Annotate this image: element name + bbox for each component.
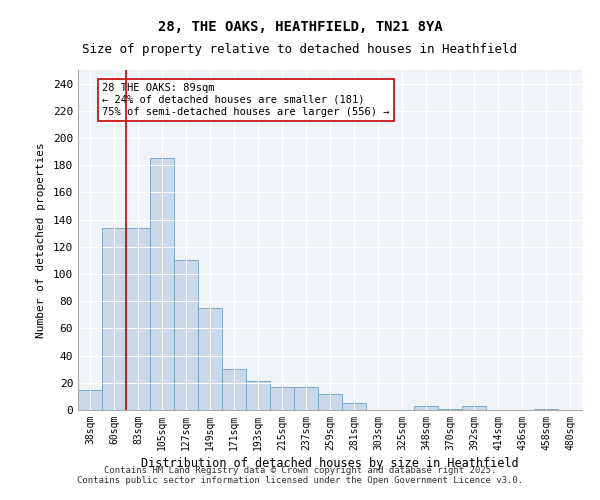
Bar bbox=[318, 394, 342, 410]
Bar bbox=[414, 406, 438, 410]
Text: Contains HM Land Registry data © Crown copyright and database right 2025.
Contai: Contains HM Land Registry data © Crown c… bbox=[77, 466, 523, 485]
Bar bbox=[102, 228, 126, 410]
Bar bbox=[342, 403, 366, 410]
Bar bbox=[438, 408, 462, 410]
Bar bbox=[174, 260, 198, 410]
Bar bbox=[78, 390, 102, 410]
Bar bbox=[198, 308, 222, 410]
Bar bbox=[294, 387, 318, 410]
Bar bbox=[534, 408, 558, 410]
Text: Size of property relative to detached houses in Heathfield: Size of property relative to detached ho… bbox=[83, 42, 517, 56]
Bar bbox=[270, 387, 294, 410]
Bar bbox=[126, 228, 150, 410]
Bar bbox=[222, 369, 246, 410]
Y-axis label: Number of detached properties: Number of detached properties bbox=[36, 142, 46, 338]
Bar bbox=[462, 406, 486, 410]
Bar bbox=[246, 382, 270, 410]
Text: 28 THE OAKS: 89sqm
← 24% of detached houses are smaller (181)
75% of semi-detach: 28 THE OAKS: 89sqm ← 24% of detached hou… bbox=[102, 84, 389, 116]
Text: 28, THE OAKS, HEATHFIELD, TN21 8YA: 28, THE OAKS, HEATHFIELD, TN21 8YA bbox=[158, 20, 442, 34]
X-axis label: Distribution of detached houses by size in Heathfield: Distribution of detached houses by size … bbox=[141, 457, 519, 470]
Bar bbox=[150, 158, 174, 410]
